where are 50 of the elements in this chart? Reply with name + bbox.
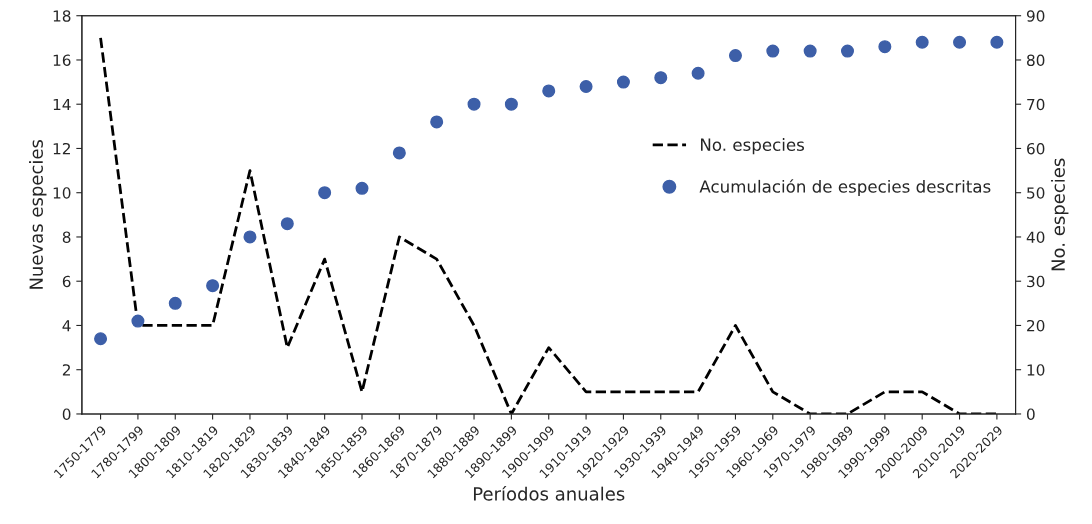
point [691,66,705,80]
point [430,115,444,129]
point [766,44,780,58]
point [542,84,556,98]
point [803,44,817,58]
y2-tick-label: 80 [1027,54,1045,66]
point [318,186,332,200]
y2-tick-label: 20 [1027,319,1045,332]
point [243,230,257,244]
point [392,146,406,160]
point [168,296,182,310]
point [915,35,929,49]
y2-tick-label: 30 [1027,275,1045,288]
y-tick-label: 18 [53,10,71,22]
point [840,44,855,58]
point [131,314,145,328]
y-tick-label: 14 [53,98,71,111]
y-axis-title: Nuevas especies [29,139,47,289]
x-axis-title: Períodos anuales [473,485,625,501]
point [616,75,630,89]
point [654,71,668,85]
point [878,40,892,54]
point [953,35,967,49]
point [728,49,742,63]
y-tick-label: 4 [62,320,71,332]
y2-tick-label: 10 [1027,364,1045,376]
y-tick-label: 16 [53,54,71,66]
point [990,35,1004,49]
y-tick-label: 6 [62,275,71,288]
y2-axis-title: No. especies [1050,158,1069,271]
legend-label: No. especies [701,138,805,155]
y2-tick-label: 90 [1026,10,1045,22]
y-tick-label: 0 [62,408,71,420]
point [94,332,108,346]
point [355,181,369,195]
y-tick-label: 8 [62,231,71,243]
point [280,217,294,231]
point [467,97,481,111]
y-tick-label: 12 [53,142,70,155]
y2-tick-label: 70 [1027,98,1045,111]
y2-tick-label: 60 [1027,142,1045,155]
y-tick-label: 2 [62,364,70,376]
legend-label: Acumulación de especies descritas [699,179,991,197]
y2-tick-label: 40 [1026,231,1045,243]
point [579,80,593,94]
point [504,97,518,111]
y2-tick-label: 50 [1027,187,1045,199]
point [206,279,220,293]
y2-tick-label: 0 [1026,408,1035,420]
y-tick-label: 10 [53,187,71,199]
